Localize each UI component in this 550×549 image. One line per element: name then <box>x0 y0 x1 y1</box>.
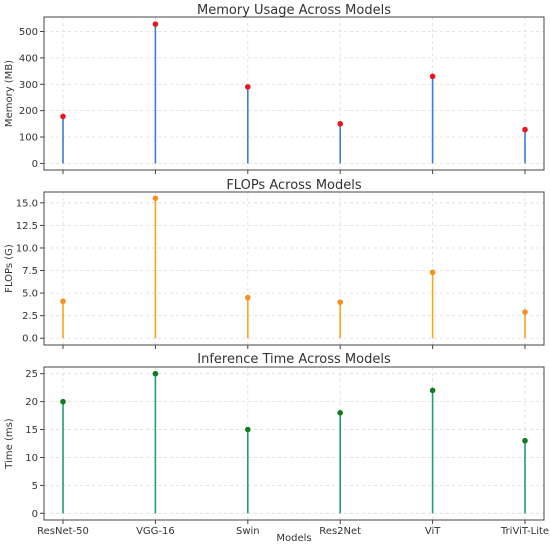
y-tick-label: 0 <box>32 509 38 520</box>
stem-marker <box>522 126 528 133</box>
stem-marker <box>337 121 344 127</box>
y-tick-label: 20 <box>25 397 38 408</box>
y-tick-label: 7.5 <box>22 266 38 277</box>
chart-panel-2: 0.0 2.5 5.0 7.5 10.0 12.5 15.0 FLOPs Across Mod… <box>4 178 545 349</box>
x-tick-label: ViT <box>425 526 441 537</box>
y-axis-label: FLOPs (G) <box>4 244 15 293</box>
plot-frame <box>43 191 545 346</box>
stem-marker <box>60 298 66 305</box>
x-tick-label: ResNet-50 <box>37 526 89 537</box>
stem-marker <box>337 299 344 305</box>
stem-marker <box>245 294 251 301</box>
stem-marker <box>522 437 528 444</box>
y-tick-label: 12.5 <box>16 221 38 232</box>
stem-marker <box>152 195 159 202</box>
y-tick-label: 5 <box>32 481 38 492</box>
y-tick-label: 5.0 <box>22 289 38 300</box>
stem-marker <box>152 21 159 27</box>
y-tick-label: 300 <box>19 80 38 91</box>
y-tick-label: 10 <box>25 453 38 464</box>
stem-marker <box>337 409 344 416</box>
y-tick-label: 15.0 <box>16 198 38 209</box>
chart-title: Memory Usage Across Models <box>197 3 391 18</box>
y-axis-label: Memory (MB) <box>4 60 15 127</box>
y-tick-label: 100 <box>19 133 38 144</box>
y-tick-label: 2.5 <box>22 311 38 322</box>
y-tick-label: 500 <box>19 27 38 38</box>
stem-marker <box>245 84 251 90</box>
stem-marker <box>60 113 66 120</box>
chart-title: Inference Time Across Models <box>197 352 391 367</box>
plot-frame <box>43 366 545 521</box>
y-tick-label: 25 <box>25 369 38 380</box>
y-tick-label: 10.0 <box>16 243 38 254</box>
chart-panel-3: 0 5 10 15 20 25 ResNet-50 VGG-16 Swin Res2Net ViT T… <box>4 352 549 544</box>
stem-marker <box>152 370 159 377</box>
x-axis-label: Models <box>276 533 311 544</box>
plot-frame <box>43 16 545 171</box>
stem-marker <box>60 398 66 405</box>
x-tick-label: VGG-16 <box>136 526 175 537</box>
x-tick-label: Swin <box>236 526 260 537</box>
stem-marker <box>429 387 436 394</box>
y-tick-label: 400 <box>19 53 38 64</box>
chart-title: FLOPs Across Models <box>226 178 362 193</box>
y-tick-label: 0 <box>32 159 38 170</box>
stem-marker <box>522 309 528 315</box>
stem-marker <box>429 73 436 80</box>
x-tick-label: TriViT-Lite <box>500 526 549 537</box>
stem-marker <box>429 269 436 276</box>
y-axis-label: Time (ms) <box>4 418 15 470</box>
y-tick-label: 15 <box>25 425 38 436</box>
x-tick-label: Res2Net <box>319 526 361 537</box>
y-tick-label: 0.0 <box>22 334 38 345</box>
chart-panel-1: 0 100 200 300 400 500 Memory Usage Across Mode… <box>4 3 545 174</box>
stem-marker <box>245 426 251 433</box>
y-tick-label: 200 <box>19 106 38 117</box>
